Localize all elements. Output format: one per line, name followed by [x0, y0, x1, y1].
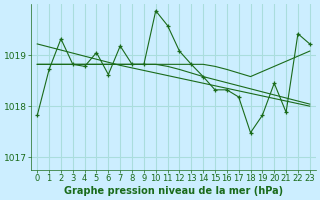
X-axis label: Graphe pression niveau de la mer (hPa): Graphe pression niveau de la mer (hPa) — [64, 186, 283, 196]
